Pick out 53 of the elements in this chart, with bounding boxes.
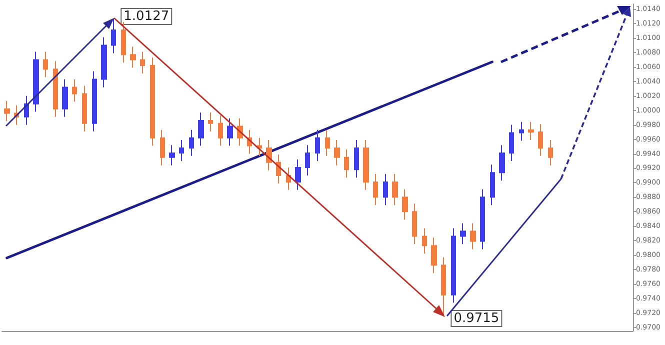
candlestick	[528, 121, 534, 141]
candlestick	[548, 140, 553, 166]
candlestick	[150, 57, 155, 146]
candlestick	[392, 174, 398, 206]
candlestick	[509, 124, 514, 162]
candlestick	[43, 51, 48, 78]
candlestick	[72, 78, 77, 102]
candlestick	[373, 174, 378, 206]
candlestick	[334, 140, 340, 166]
candlestick	[101, 36, 107, 88]
candlestick	[208, 112, 213, 132]
candlestick	[315, 129, 320, 162]
candlestick	[189, 129, 194, 156]
candlestick	[451, 228, 456, 304]
candlestick	[538, 124, 543, 156]
candlestick	[62, 78, 68, 118]
candlestick	[490, 164, 495, 206]
candlestick	[412, 203, 417, 245]
candlestick	[354, 140, 359, 178]
candlestick	[431, 237, 437, 274]
candlestick	[53, 60, 58, 118]
candlestick	[140, 51, 145, 74]
annotation: 0.9715	[454, 311, 500, 326]
candlestick	[227, 118, 233, 146]
candlestick	[519, 121, 524, 142]
candlestick	[499, 144, 505, 182]
candlestick	[305, 144, 310, 176]
candlestick	[82, 85, 87, 132]
candlestick	[33, 51, 39, 112]
candlestick	[286, 167, 291, 190]
candlestick	[169, 144, 175, 166]
candlestick	[111, 18, 116, 54]
candlestick	[460, 222, 466, 245]
candlestick	[470, 222, 476, 250]
candlestick	[130, 46, 136, 68]
candlestick	[179, 140, 184, 162]
candlestick	[4, 100, 10, 122]
candlestick	[402, 188, 408, 220]
candlestick	[218, 114, 223, 146]
candlestick	[198, 112, 204, 146]
candlestick	[121, 22, 126, 64]
candlestick	[441, 256, 446, 318]
candlestick	[422, 228, 427, 254]
candlestick	[363, 140, 369, 190]
candlestick	[160, 129, 165, 166]
candlestick	[480, 188, 485, 250]
candlestick	[325, 129, 330, 156]
candlestick	[344, 148, 349, 178]
candlestick	[257, 137, 262, 156]
candlestick	[92, 70, 97, 132]
annotation: 1.0127	[124, 8, 170, 24]
candlestick	[295, 159, 301, 190]
candlestick	[383, 174, 388, 206]
